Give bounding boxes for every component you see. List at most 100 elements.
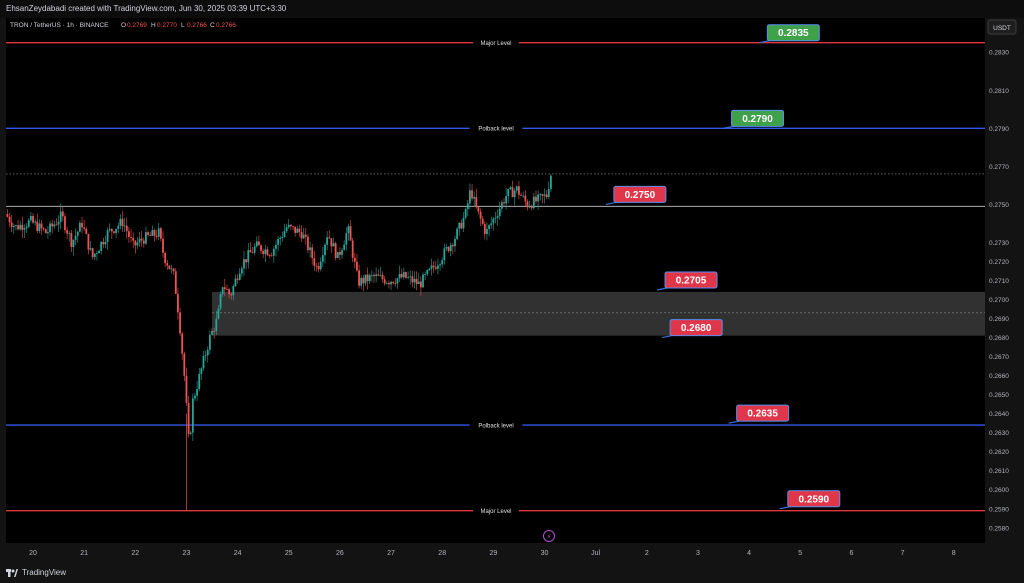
candle-body [96,253,98,254]
candle-body [123,225,126,227]
level-label-bg [469,123,523,134]
candle-body [208,334,211,350]
candle-body [264,249,267,255]
candle-body [496,216,499,218]
x-tick-label: 26 [336,550,344,557]
price-callout[interactable] [731,109,785,127]
candle-body [10,222,13,228]
price-callout-label: 0.2590 [798,494,829,505]
candle-body [113,231,115,233]
candle-body [283,231,286,237]
candle-body [89,248,92,250]
candle-body [159,228,162,239]
candle-body [98,250,100,254]
plot-area[interactable] [6,18,985,543]
y-tick-label: 0.2660 [989,373,1009,380]
tradingview-logo-icon[interactable] [6,567,18,578]
candle-body [326,237,329,245]
candle-body [539,194,542,195]
candle-body [507,189,510,197]
candle-body [466,203,469,210]
candle-body [402,272,405,278]
candle-body [289,224,292,227]
candle-body [74,235,77,240]
candle-body [381,275,384,280]
candle-body [351,240,354,258]
candle-body [311,247,314,259]
candle-body [213,331,216,332]
candle-body [277,239,279,245]
callout-pointer [605,201,616,206]
candle-body [51,223,54,227]
candle-body [236,278,239,280]
x-tick-label: 2 [645,550,649,557]
y-tick-label: 0.2620 [989,449,1009,456]
candle-body [549,175,552,189]
candle-body [428,268,431,271]
candle-body [396,278,399,284]
candle-body [541,194,544,196]
candle-body [232,286,235,296]
candle-body [183,353,186,376]
candle-body [142,240,145,244]
candle-body [25,226,28,229]
y-tick-label: 0.2610 [989,468,1009,475]
candle-body [471,190,473,199]
candle-body [434,267,437,269]
supply-zone [212,291,985,336]
candle-body [102,241,105,245]
candle-body [153,230,156,236]
candle-body [353,257,356,262]
tradingview-brand[interactable]: TradingView [22,568,67,577]
price-callout[interactable] [766,24,820,42]
x-tick-label: 28 [438,550,446,557]
y-tick-label: 0.2710 [989,278,1009,285]
candle-body [140,238,143,241]
callout-pointer [723,125,734,129]
price-callout[interactable] [669,319,723,337]
candle-body [513,190,516,198]
candle-body [202,356,205,369]
candle-body [339,251,341,255]
candle-body [204,355,207,357]
price-callout[interactable] [664,271,718,289]
x-tick-label: 27 [387,550,395,557]
candle-body [279,237,282,240]
callout-pointer [662,334,673,339]
currency-button[interactable] [987,19,1017,35]
candle-body [469,190,471,204]
candle-body [336,251,339,259]
ohlc-o-value: 0.2769 [127,22,147,29]
price-callout[interactable] [787,490,841,508]
candle-body [524,195,527,202]
candle-body [243,259,245,269]
candle-body [490,223,493,226]
candle-body [168,265,171,270]
candle-body [151,230,154,236]
level-label: Polback level [478,127,513,133]
candle-body [302,234,305,239]
candle-body [456,228,459,240]
x-tick-label: 6 [849,550,853,557]
candle-body [34,221,37,223]
flash-icon[interactable] [543,530,555,542]
candle-body [313,258,316,266]
candle-body [125,225,128,232]
y-tick-label: 0.2580 [989,525,1009,532]
candle-body [419,281,422,288]
candle-body [57,221,60,225]
price-callout[interactable] [613,185,667,203]
creator-line: EhsanZeydabadi created with TradingView.… [6,4,287,13]
price-callout-label: 0.2750 [625,190,656,201]
candle-body [439,264,441,266]
price-callout[interactable] [736,404,790,422]
candle-body [110,228,113,232]
candle-body [134,240,137,246]
candle-body [368,275,371,282]
price-axis[interactable] [985,18,1024,543]
candle-body [454,239,456,247]
candle-body [145,232,147,244]
candle-body [360,277,363,286]
time-axis[interactable] [0,543,1024,563]
